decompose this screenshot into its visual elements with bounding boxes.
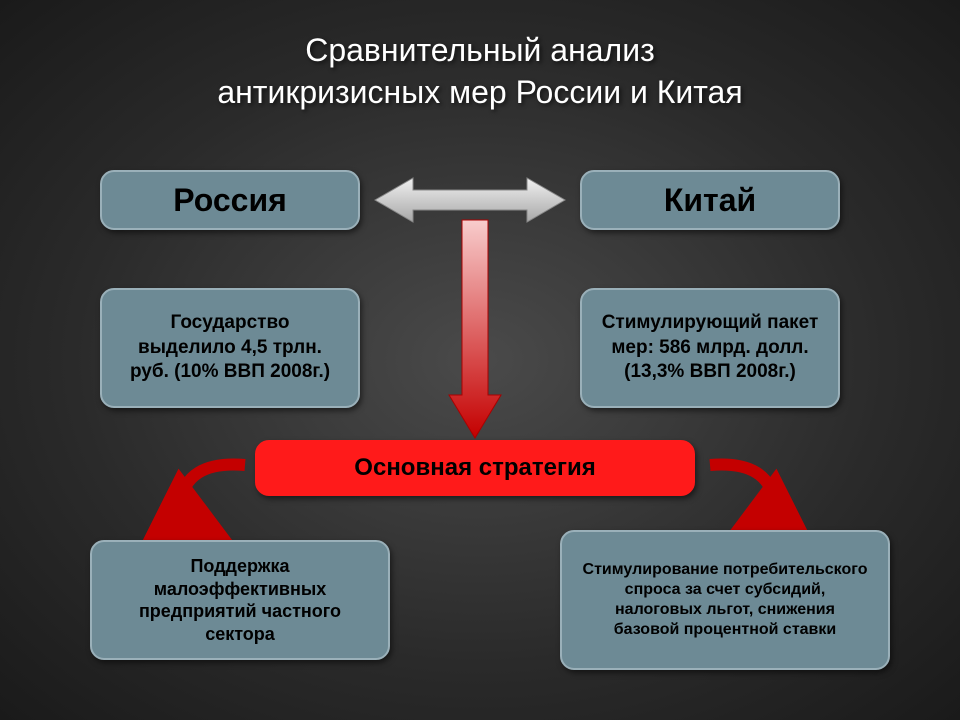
down-arrow-icon (445, 220, 505, 442)
country-b-info-text: Стимулирующий пакет мер: 586 млрд. долл.… (600, 311, 820, 385)
country-b-info: Стимулирующий пакет мер: 586 млрд. долл.… (580, 288, 840, 408)
country-a-label: Россия (173, 182, 287, 219)
slide-title: Сравнительный анализ антикризисных мер Р… (0, 0, 960, 113)
country-a-strategy: Поддержка малоэффективных предприятий ча… (90, 540, 390, 660)
curved-arrow-left-icon (155, 445, 255, 545)
country-a-strategy-text: Поддержка малоэффективных предприятий ча… (112, 555, 368, 645)
country-b-strategy-text: Стимулирование потребительского спроса з… (582, 560, 868, 640)
country-a-header: Россия (100, 170, 360, 230)
strategy-box: Основная стратегия (255, 440, 695, 496)
country-b-header: Китай (580, 170, 840, 230)
country-b-label: Китай (664, 182, 756, 219)
title-line1: Сравнительный анализ (305, 32, 655, 68)
country-b-strategy: Стимулирование потребительского спроса з… (560, 530, 890, 670)
title-line2: антикризисных мер России и Китая (217, 74, 742, 110)
country-a-info: Государство выделило 4,5 трлн. руб. (10%… (100, 288, 360, 408)
country-a-info-text: Государство выделило 4,5 трлн. руб. (10%… (120, 311, 340, 385)
strategy-label: Основная стратегия (354, 454, 595, 482)
